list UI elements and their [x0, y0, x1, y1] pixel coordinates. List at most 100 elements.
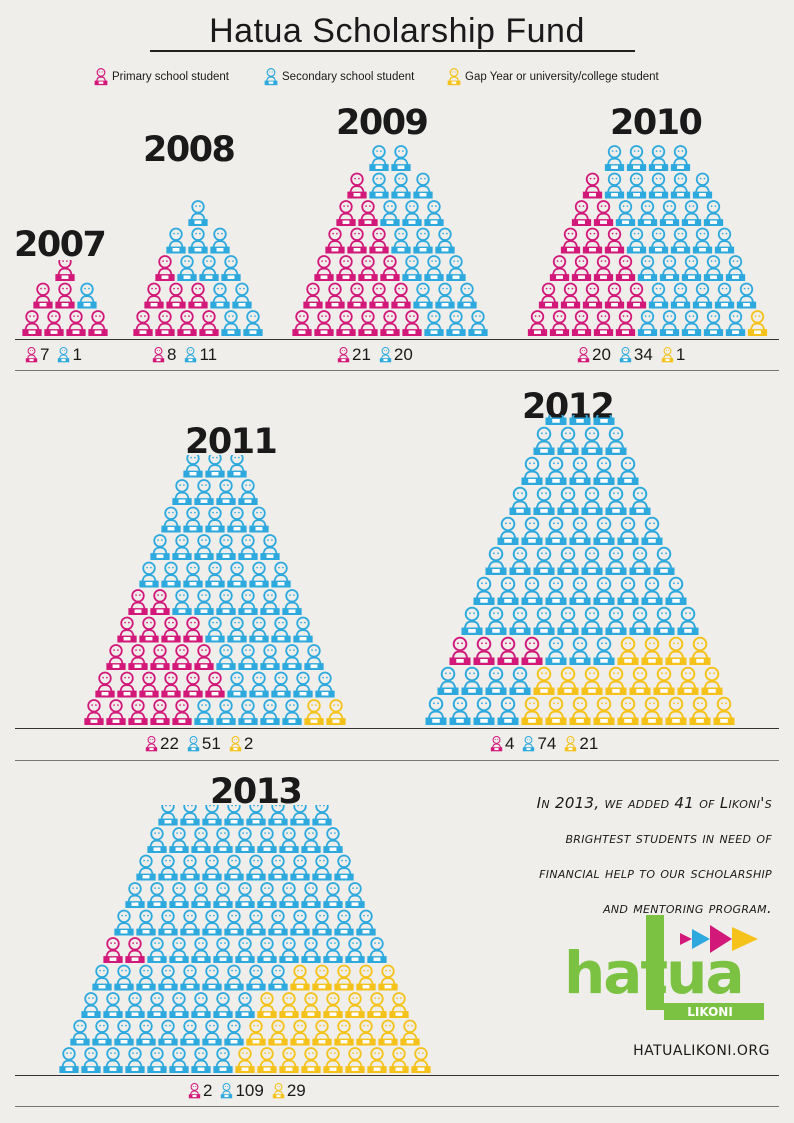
student-icon	[413, 172, 433, 199]
counts-2009: 21 20	[337, 343, 421, 367]
student-icon	[194, 644, 214, 670]
student-icon	[257, 827, 277, 853]
count-item: 4	[490, 734, 514, 754]
student-icon	[569, 516, 591, 545]
student-icon	[677, 666, 699, 695]
student-icon	[581, 606, 603, 635]
note-line: financial help to our scholarship	[539, 864, 772, 882]
student-icon	[257, 992, 277, 1018]
student-icon	[593, 415, 615, 425]
student-icon	[205, 671, 225, 698]
student-icon	[125, 1047, 145, 1073]
student-icon	[158, 964, 178, 991]
student-icon	[521, 696, 543, 725]
student-icon	[593, 576, 615, 605]
student-icon	[301, 827, 321, 853]
student-icon	[725, 310, 746, 336]
year-label-2010: 2010	[610, 103, 703, 143]
student-icon	[216, 479, 236, 505]
student-icon	[641, 516, 663, 545]
student-icon	[336, 310, 356, 336]
legend-label: Primary school student	[112, 71, 229, 83]
student-icon	[533, 546, 555, 575]
student-icon	[497, 696, 519, 725]
student-icon	[714, 282, 735, 309]
student-icon	[279, 827, 299, 853]
student-icon	[545, 415, 567, 425]
student-icon	[692, 227, 713, 254]
student-icon	[670, 227, 691, 254]
student-icon	[345, 882, 365, 908]
student-icon	[224, 854, 244, 881]
student-icon	[336, 200, 356, 226]
student-icon	[617, 456, 639, 485]
legend-label: Secondary school student	[282, 71, 415, 83]
student-icon	[155, 310, 175, 336]
year-label-2013: 2013	[210, 772, 303, 812]
student-icon	[213, 827, 233, 853]
student-icon	[227, 671, 247, 698]
student-icon	[367, 1047, 387, 1073]
student-icon	[538, 282, 559, 309]
student-icon	[424, 200, 444, 226]
student-icon	[238, 479, 258, 505]
student-icon	[136, 909, 156, 936]
student-icon	[323, 992, 343, 1018]
student-icon	[582, 227, 603, 254]
student-icon	[161, 561, 181, 588]
count-value: 51	[201, 734, 221, 753]
student-icon	[692, 282, 713, 309]
student-icon	[235, 882, 255, 908]
student-icon	[301, 882, 321, 908]
student-icon	[172, 699, 192, 725]
student-icon	[161, 671, 181, 698]
student-icon	[279, 1047, 299, 1073]
student-icon	[509, 546, 531, 575]
student-pyramid-2010	[527, 145, 768, 336]
student-icon	[391, 172, 411, 199]
student-icon	[139, 616, 159, 643]
student-icon	[303, 282, 323, 309]
student-icon	[117, 616, 137, 643]
student-icon	[243, 310, 263, 336]
student-icon	[358, 310, 378, 336]
student-icon	[637, 200, 658, 226]
svg-text:hatua: hatua	[564, 939, 743, 1007]
student-icon	[582, 172, 603, 199]
year-label-2009: 2009	[336, 103, 429, 143]
student-icon	[485, 666, 507, 695]
student-icon	[334, 964, 354, 991]
student-icon	[125, 937, 145, 963]
student-icon	[227, 561, 247, 588]
student-icon	[224, 1019, 244, 1046]
counts-2011: 22 51 2	[145, 732, 261, 756]
count-value: 20	[393, 345, 413, 364]
student-icon	[629, 546, 651, 575]
student-icon	[369, 172, 389, 199]
student-icon	[172, 534, 192, 560]
student-icon	[290, 909, 310, 936]
student-icon	[593, 456, 615, 485]
student-icon	[103, 992, 123, 1018]
year-label-2007: 2007	[14, 225, 107, 265]
student-icon	[271, 616, 291, 643]
student-icon	[314, 255, 334, 281]
student-icon	[59, 1047, 79, 1073]
student-icon	[128, 589, 148, 615]
student-icon	[593, 696, 615, 725]
count-item: 21	[564, 734, 598, 754]
student-icon	[194, 699, 214, 725]
student-icon	[147, 992, 167, 1018]
student-icon	[747, 310, 768, 336]
student-icon	[347, 282, 367, 309]
student-icon	[264, 68, 278, 86]
student-icon	[114, 1019, 134, 1046]
student-icon	[246, 1019, 266, 1046]
student-icon	[158, 805, 178, 826]
student-icon	[571, 255, 592, 281]
student-icon	[221, 255, 241, 281]
student-icon	[571, 200, 592, 226]
student-icon	[246, 805, 266, 826]
student-icon	[25, 346, 38, 363]
